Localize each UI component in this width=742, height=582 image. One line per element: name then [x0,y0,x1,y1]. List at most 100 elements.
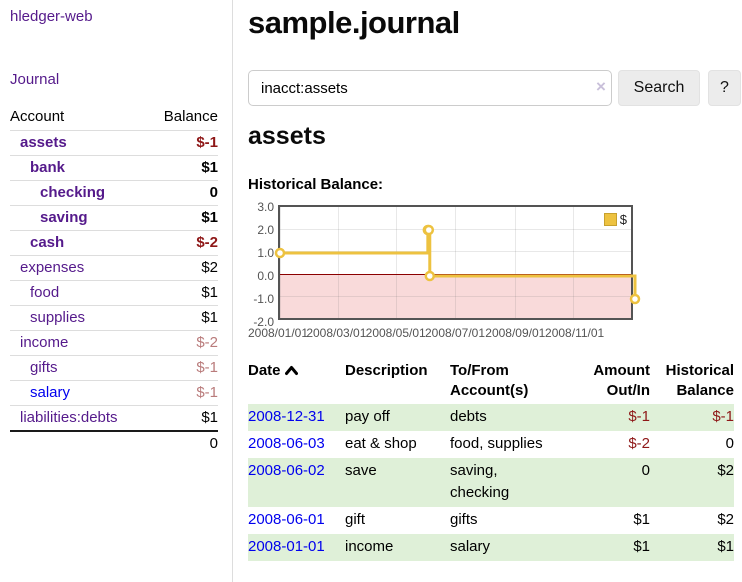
transaction-date-link[interactable]: 2008-12-31 [248,408,325,425]
transaction-historical-balance: $-1 [712,408,734,425]
account-link-income[interactable]: income [20,334,69,351]
account-link-expenses[interactable]: expenses [20,259,85,276]
y-axis-tick-labels: 3.0 2.0 1.0 0.0 -1.0 -2.0 [248,200,274,329]
transaction-amount: $-2 [628,435,650,452]
accounts-header-balance: Balance [163,108,218,125]
account-balance: $1 [148,155,218,181]
transaction-amount: 0 [641,462,650,479]
main-content: sample.journal × Search ? assets Histori… [248,0,742,582]
legend-swatch [603,213,617,226]
account-heading: assets [248,122,326,150]
transaction-amount: $-1 [628,408,650,425]
accounts-total-value: 0 [148,430,218,456]
transaction-description: income [345,538,394,555]
y-tick: 2.0 [257,223,274,237]
transaction-date-link[interactable]: 2008-06-02 [248,462,325,479]
x-tick: 2008/01/01 [247,326,309,340]
account-row: food $1 [10,280,218,306]
accounts-total-row: 0 [10,430,218,456]
account-row: liabilities:debts $1 [10,405,218,431]
transaction-accounts: salary [450,538,491,555]
account-link-bank[interactable]: bank [30,159,66,176]
transaction-historical-balance: $2 [717,462,734,479]
account-balance: $-2 [148,330,218,356]
gridline [280,229,631,231]
gridline [280,295,631,297]
accounts-header-account: Account [10,108,65,125]
account-balance: $-2 [148,230,218,256]
column-header-amount: Amount Out/In [593,362,650,399]
register-table: Date Description To/From Account(s) Amou… [248,358,734,561]
transaction-accounts: saving, checking [450,462,510,501]
account-row: bank $1 [10,155,218,181]
account-link-gifts[interactable]: gifts [30,359,58,376]
transaction-row: 2008-06-02 save saving, checking 0 $2 [248,458,734,507]
account-balance: $-1 [148,355,218,381]
account-balance: $2 [148,255,218,281]
x-tick: 2008/03/01 [306,326,367,340]
account-link-salary[interactable]: salary [30,384,71,401]
transaction-historical-balance: $1 [717,538,734,555]
transaction-historical-balance: 0 [725,435,734,452]
account-link-saving[interactable]: saving [40,209,88,226]
historical-balance-chart: 3.0 2.0 1.0 0.0 -1.0 -2.0 $ 2 [248,199,668,344]
account-row: assets $-1 [10,130,218,156]
x-tick: 2008/07/01 [424,326,486,340]
clear-search-icon[interactable]: × [596,77,606,96]
gridline [396,207,398,318]
chart-plot-area: $ [274,205,641,320]
x-axis-tick-labels: 2008/01/01 2008/03/01 2008/05/01 2008/07… [248,326,633,341]
balance-line-series [274,224,641,305]
gridline [455,207,456,318]
y-tick: 3.0 [257,200,274,214]
y-tick: -2.0 [253,315,274,329]
y-tick: 1.0 [257,246,274,260]
page-title: sample.journal [248,5,460,40]
search-button[interactable]: Search [618,70,700,106]
transaction-row: 2008-06-03 eat & shop food, supplies $-2… [248,431,734,458]
transaction-historical-balance: $2 [717,511,734,528]
account-row: checking 0 [10,180,218,206]
x-tick: 2008/11/01 [545,326,605,340]
transaction-date-link[interactable]: 2008-06-03 [248,435,325,452]
accounts-header-row: Account Balance [10,104,218,131]
gridline [337,207,339,318]
sidebar-item-journal[interactable]: Journal [10,71,60,88]
account-balance: $-1 [148,130,218,156]
y-tick: -1.0 [253,292,274,306]
sidebar: hledger-web Journal Account Balance asse… [0,0,233,582]
app-title-link[interactable]: hledger-web [10,8,93,25]
account-row: income $-2 [10,330,218,356]
transaction-date-link[interactable]: 2008-01-01 [248,538,325,555]
account-link-supplies[interactable]: supplies [30,309,86,326]
y-tick: 0.0 [257,269,274,283]
x-tick: 2008/05/01 [365,326,426,340]
account-link-cash[interactable]: cash [30,234,65,251]
search-input[interactable] [248,70,612,106]
register-header-row: Date Description To/From Account(s) Amou… [248,358,734,404]
transaction-row: 2008-06-01 gift gifts $1 $2 [248,507,734,534]
help-button[interactable]: ? [708,70,741,106]
chart-legend: $ [603,212,627,227]
gridline [280,251,631,253]
account-link-liabilities-debts[interactable]: liabilities:debts [20,409,118,426]
account-link-checking[interactable]: checking [40,184,106,201]
account-row: supplies $1 [10,305,218,331]
column-header-description: Description [345,362,428,379]
accounts-table: Account Balance assets $-1 bank $1 check… [10,104,218,456]
transaction-accounts: gifts [450,511,478,528]
gridline [573,207,575,318]
column-header-date[interactable]: Date [248,358,345,404]
transaction-date-link[interactable]: 2008-06-01 [248,511,325,528]
column-header-tofrom: To/From Account(s) [450,362,529,399]
transaction-amount: $1 [633,538,650,555]
gridline [514,207,516,318]
account-balance: 0 [148,180,218,206]
account-link-food[interactable]: food [30,284,60,301]
chart-title: Historical Balance: [248,176,384,193]
transaction-amount: $1 [633,511,650,528]
account-row: saving $1 [10,205,218,231]
negative-region-shading [280,273,631,318]
account-link-assets[interactable]: assets [20,134,67,151]
account-row: expenses $2 [10,255,218,281]
